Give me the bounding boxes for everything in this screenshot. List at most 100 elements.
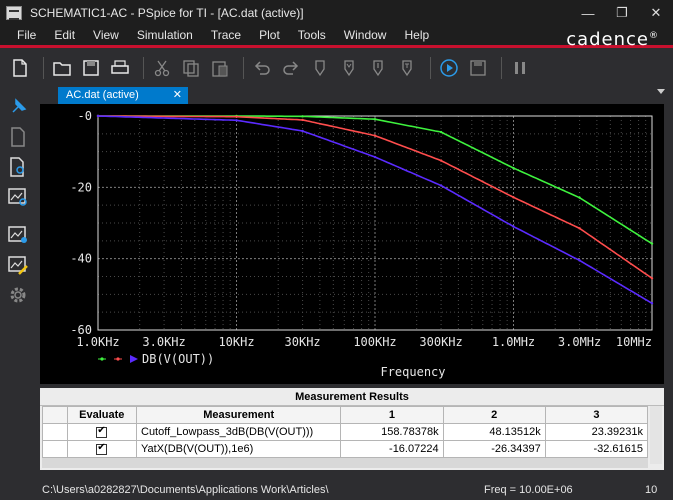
menu-edit[interactable]: Edit: [54, 28, 76, 42]
tab-label: AC.dat (active): [66, 89, 139, 101]
col-header-1: 1: [340, 406, 444, 424]
measurement-cell[interactable]: YatX(DB(V(OUT)),1e6): [135, 440, 342, 458]
y-tick-label: -40: [70, 252, 92, 266]
row-selector[interactable]: [42, 440, 68, 458]
document-icon[interactable]: [7, 126, 29, 148]
main-toolbar: [0, 51, 673, 84]
menu-bar: File Edit View Simulation Trace Plot Too…: [0, 26, 673, 48]
menu-file[interactable]: File: [17, 28, 37, 42]
save-profile-icon[interactable]: [466, 56, 490, 80]
power-marker-icon[interactable]: [395, 56, 419, 80]
measurement-results-title: Measurement Results: [40, 388, 664, 406]
brand-mark: ®: [649, 31, 659, 41]
pause-icon[interactable]: [508, 56, 532, 80]
plot-frame: [97, 115, 653, 331]
series-point: [512, 196, 515, 199]
vertical-scrollbar[interactable]: [650, 406, 662, 464]
paste-icon[interactable]: [208, 56, 232, 80]
settings-gear-icon[interactable]: [7, 284, 29, 306]
menu-trace[interactable]: Trace: [210, 28, 242, 42]
document-tab-strip: AC.dat (active) ✕: [40, 86, 673, 104]
series-point: [235, 115, 238, 118]
measurement-table: Evaluate Measurement 1 2 3 Cutoff_Lowpas…: [42, 406, 649, 458]
evaluate-checkbox[interactable]: [96, 425, 108, 438]
brand-text: cadence: [566, 29, 649, 50]
legend-label: DB(V(OUT)): [142, 352, 214, 366]
series-point: [301, 129, 304, 133]
run-icon[interactable]: [437, 56, 461, 80]
pin-icon[interactable]: [7, 96, 29, 118]
menu-tools[interactable]: Tools: [297, 28, 326, 42]
tab-dropdown-icon[interactable]: [657, 89, 665, 94]
y-tick-label: -60: [70, 323, 92, 337]
y-tick-label: -20: [70, 180, 92, 194]
chart-settings-icon[interactable]: [7, 224, 29, 246]
col-header-evaluate: Evaluate: [66, 406, 138, 424]
evaluate-cell: [66, 440, 138, 458]
ac-plot[interactable]: -0 -20 -40 -601.0KHz 3.0KHz 10KHz 30KHz 100KHz 3…: [40, 104, 664, 384]
menu-plot[interactable]: Plot: [259, 28, 280, 42]
series-point: [373, 118, 377, 121]
toolbar-separator: [430, 56, 431, 79]
x-tick-label: 300KHz: [419, 335, 462, 349]
col-header-measurement: Measurement: [135, 406, 342, 424]
restore-button[interactable]: ❐: [616, 5, 628, 20]
measurement-cell[interactable]: Cutoff_Lowpass_3dB(DB(V(OUT))): [135, 423, 342, 441]
series-point: [650, 242, 654, 245]
menu-help[interactable]: Help: [404, 28, 430, 42]
series-point: [96, 114, 100, 118]
status-freq: Freq = 10.00E+06: [484, 484, 573, 496]
status-bar: C:\Users\a0282827\Documents\Applications…: [0, 480, 673, 500]
horizontal-scrollbar[interactable]: [42, 458, 648, 468]
title-bar: SCHEMATIC1-AC - PSpice for TI - [AC.dat …: [0, 0, 673, 26]
x-tick-label: 30KHz: [285, 335, 321, 349]
series-point: [439, 159, 443, 162]
series-point: [301, 115, 304, 118]
redo-icon[interactable]: [279, 56, 303, 80]
save-icon[interactable]: [79, 56, 103, 80]
current-marker-icon[interactable]: [366, 56, 390, 80]
tab-ac-dat[interactable]: AC.dat (active) ✕: [58, 87, 188, 104]
menu-window[interactable]: Window: [343, 28, 387, 42]
zoom-chart-icon[interactable]: [7, 186, 29, 208]
print-icon[interactable]: [108, 56, 132, 80]
menu-view[interactable]: View: [93, 28, 119, 42]
x-tick-label: 100KHz: [353, 335, 396, 349]
find-document-icon[interactable]: [7, 156, 29, 178]
row-selector[interactable]: [42, 423, 68, 441]
chart-edit-icon[interactable]: [7, 254, 29, 276]
voltage-marker-icon[interactable]: [337, 56, 361, 80]
undo-icon[interactable]: [250, 56, 274, 80]
evaluate-checkbox[interactable]: [96, 442, 108, 455]
table-header-row: Evaluate Measurement 1 2 3: [42, 406, 649, 424]
series-point: [235, 119, 238, 122]
x-axis-label: Frequency: [380, 365, 445, 379]
app-icon: [6, 6, 22, 20]
series-point: [301, 118, 304, 122]
close-button[interactable]: ✕: [650, 5, 662, 20]
copy-icon[interactable]: [179, 56, 203, 80]
col-header-2: 2: [442, 406, 546, 424]
menu-simulation[interactable]: Simulation: [136, 28, 193, 42]
tab-close-icon[interactable]: ✕: [172, 89, 182, 101]
minimize-button[interactable]: —: [581, 5, 595, 21]
marker-icon[interactable]: [308, 56, 332, 80]
series-point: [373, 134, 377, 137]
series-point: [439, 184, 443, 187]
y-tick-label: -0: [78, 109, 92, 123]
series-point: [578, 227, 581, 230]
value-cell-2: -26.34397: [442, 440, 546, 458]
x-tick-label: 1.0MHz: [492, 335, 535, 349]
table-row[interactable]: YatX(DB(V(OUT)),1e6) -16.07224 -26.34397…: [42, 440, 649, 458]
table-row[interactable]: Cutoff_Lowpass_3dB(DB(V(OUT))) 158.78378…: [42, 423, 649, 441]
evaluate-cell: [66, 423, 138, 441]
open-folder-icon[interactable]: [50, 56, 74, 80]
cut-icon[interactable]: [150, 56, 174, 80]
status-count: 10: [645, 484, 658, 496]
cadence-logo: cadence®: [566, 26, 659, 50]
series-point: [578, 259, 581, 262]
plot-area[interactable]: -0 -20 -40 -60 1.0KHz 3.0KHz 10KHz 30KHz 100KHz 3…: [40, 104, 664, 384]
new-file-icon[interactable]: [8, 56, 32, 80]
series-point: [512, 166, 515, 170]
